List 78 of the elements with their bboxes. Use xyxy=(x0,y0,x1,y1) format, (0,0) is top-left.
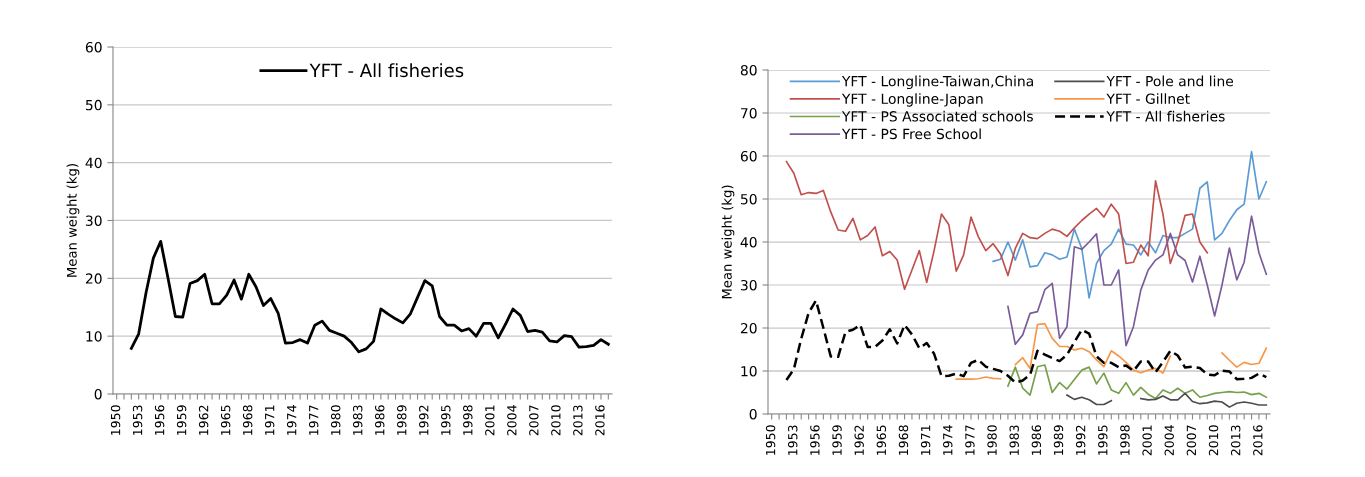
x-tick-label: 1977 xyxy=(965,425,975,455)
x-tick-label: 1989 xyxy=(1053,425,1064,455)
legend-label: YFT - Pole and line xyxy=(1106,75,1234,87)
x-tick-label: 2013 xyxy=(1230,425,1241,456)
x-tick-label: 1974 xyxy=(943,425,953,455)
x-tick-label: 1995 xyxy=(1098,425,1108,455)
legend-label: YFT - All fisheries xyxy=(1106,110,1225,122)
y-tick-label: 0 xyxy=(94,388,102,400)
x-tick-label: 2010 xyxy=(1208,425,1219,456)
y-tick-label: 60 xyxy=(85,41,102,53)
legend-label: YFT - PS Free School xyxy=(841,128,981,140)
x-tick-label: 1950 xyxy=(765,425,776,455)
x-tick-label: 1968 xyxy=(242,405,253,435)
x-tick-label: 1950 xyxy=(110,405,121,435)
x-tick-label: 2001 xyxy=(485,405,495,436)
y-tick-label: 70 xyxy=(741,107,757,119)
legend-label: YFT - Longline-Japan xyxy=(841,93,983,107)
y-tick-label: 30 xyxy=(740,279,757,291)
y-tick-label: 40 xyxy=(740,236,757,248)
x-tick-label: 1992 xyxy=(419,405,429,435)
x-tick-label: 1986 xyxy=(1031,425,1042,455)
y-tick-label: 20 xyxy=(740,322,757,334)
x-tick-label: 2010 xyxy=(551,405,561,436)
y-axis-title: Mean weight (kg) xyxy=(721,185,735,299)
x-tick-label: 2016 xyxy=(595,405,605,436)
x-tick-label: 1974 xyxy=(286,405,297,435)
x-tick-label: 1953 xyxy=(788,425,798,455)
x-tick-label: 1983 xyxy=(1009,425,1019,455)
legend-label: YFT - All fisheries xyxy=(309,63,464,78)
legend-label: YFT - Gillnet xyxy=(1106,93,1190,104)
line-series xyxy=(129,239,610,354)
x-tick-label: 1959 xyxy=(176,405,187,435)
x-tick-label: 1965 xyxy=(220,405,231,435)
line-series xyxy=(785,160,1209,291)
x-tick-label: 1998 xyxy=(463,405,473,435)
y-tick-label: 0 xyxy=(749,408,757,420)
x-tick-label: 2013 xyxy=(573,405,583,436)
x-tick-label: 1989 xyxy=(397,405,407,435)
x-tick-label: 2004 xyxy=(507,405,517,436)
x-tick-label: 1992 xyxy=(1075,425,1086,455)
y-axis-title: Mean weight (kg) xyxy=(66,164,80,277)
x-tick-label: 2004 xyxy=(1164,425,1174,456)
x-tick-label: 1983 xyxy=(353,405,363,435)
x-tick-label: 1998 xyxy=(1120,425,1130,455)
y-tick-label: 30 xyxy=(85,215,102,226)
x-tick-label: 1971 xyxy=(920,425,931,455)
x-tick-label: 1962 xyxy=(198,405,209,435)
y-tick-label: 50 xyxy=(740,193,757,205)
x-tick-label: 1995 xyxy=(441,405,451,435)
x-tick-label: 1980 xyxy=(987,425,997,455)
y-tick-label: 10 xyxy=(86,331,102,342)
line-series xyxy=(1007,215,1268,347)
x-tick-label: 2001 xyxy=(1142,425,1152,456)
x-tick-label: 1968 xyxy=(898,425,909,455)
x-tick-label: 2007 xyxy=(1186,425,1197,456)
x-tick-label: 1962 xyxy=(854,425,864,455)
y-tick-label: 80 xyxy=(740,64,757,76)
y-tick-label: 50 xyxy=(85,99,102,111)
y-tick-label: 10 xyxy=(741,365,757,377)
x-tick-label: 1986 xyxy=(375,405,385,435)
y-tick-label: 60 xyxy=(740,150,757,162)
x-tick-label: 2016 xyxy=(1253,425,1263,456)
x-tick-label: 1953 xyxy=(132,405,143,435)
x-tick-label: 1965 xyxy=(876,425,887,455)
x-tick-label: 1977 xyxy=(308,405,319,435)
x-tick-label: 1956 xyxy=(154,405,165,435)
x-tick-label: 1980 xyxy=(330,405,341,435)
y-tick-label: 40 xyxy=(85,157,102,169)
legend-label: YFT - Longline-Taiwan,China xyxy=(841,75,1033,90)
y-tick-label: 20 xyxy=(85,273,102,284)
legend-label: YFT - PS Associated schools xyxy=(841,110,1033,122)
line-series xyxy=(992,150,1268,299)
x-tick-label: 1959 xyxy=(832,425,842,455)
x-tick-label: 2007 xyxy=(529,405,539,436)
x-tick-label: 1956 xyxy=(810,425,820,455)
line-series xyxy=(1007,364,1268,400)
x-tick-label: 1971 xyxy=(264,405,275,435)
line-series xyxy=(785,299,1268,384)
